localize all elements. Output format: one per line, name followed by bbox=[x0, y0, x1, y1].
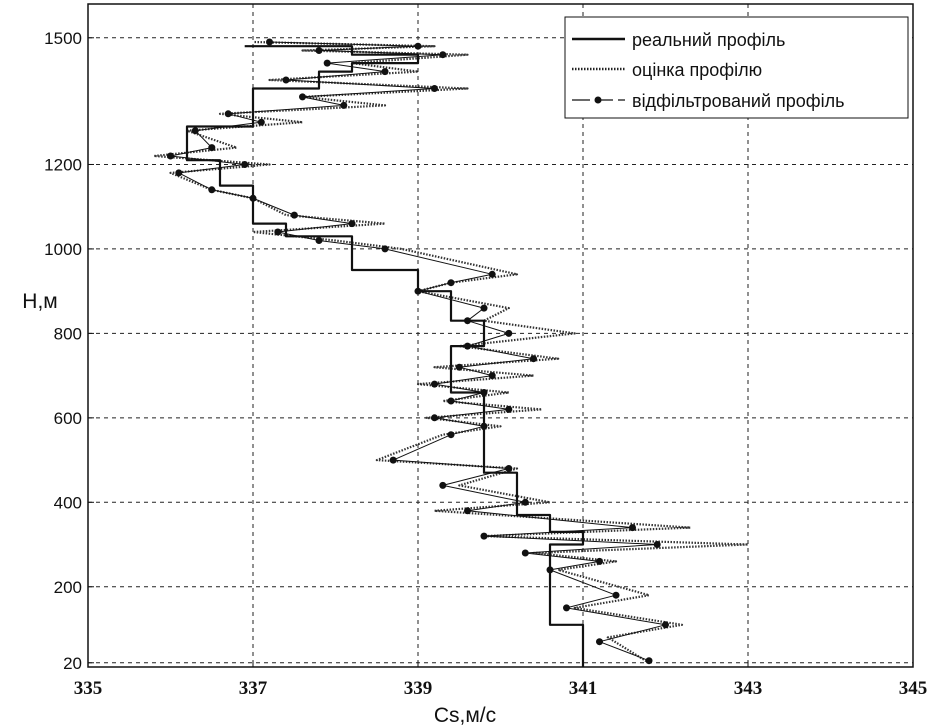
x-tick-label: 345 bbox=[899, 678, 928, 699]
series-filtered-point bbox=[381, 68, 389, 76]
series-filtered-point bbox=[431, 85, 438, 92]
series-filtered-point bbox=[447, 397, 455, 405]
series-filtered-point bbox=[208, 186, 216, 194]
series-filtered-point bbox=[315, 237, 323, 244]
series-filtered-point bbox=[645, 657, 653, 665]
series-filtered-point bbox=[505, 329, 513, 337]
legend-box bbox=[564, 16, 909, 119]
series-filtered-point bbox=[431, 380, 438, 388]
series-filtered-point bbox=[290, 211, 298, 219]
series-filtered-point bbox=[505, 465, 513, 472]
series-filtered-point bbox=[274, 228, 282, 236]
series-filtered-point bbox=[224, 110, 232, 118]
y-axis-label: Н,м bbox=[22, 290, 57, 313]
x-tick-label: 343 bbox=[734, 678, 763, 699]
series-filtered-point bbox=[348, 220, 356, 228]
series-filtered-point bbox=[505, 405, 513, 413]
y-tick-label: 1200 bbox=[44, 155, 82, 174]
series-filtered-point bbox=[241, 161, 249, 168]
legend-label-estimate: оцінка профілю bbox=[632, 60, 762, 80]
series-filtered-point bbox=[662, 621, 669, 629]
series-filtered-point bbox=[596, 557, 603, 565]
series-filtered-point bbox=[455, 363, 463, 371]
y-tick-label: 1000 bbox=[44, 240, 82, 259]
series-filtered-point bbox=[480, 532, 488, 540]
series-layer bbox=[152, 38, 750, 667]
y-tick-label: 200 bbox=[54, 578, 82, 597]
series-filtered-point bbox=[464, 507, 471, 515]
x-tick-label: 335 bbox=[74, 678, 103, 699]
series-filtered-point bbox=[257, 118, 265, 126]
series-filtered-point bbox=[439, 481, 447, 489]
x-axis-label: Cs,м/с bbox=[434, 704, 496, 727]
series-filtered-point bbox=[175, 169, 183, 177]
legend-label-filtered: відфільтрований профіль bbox=[632, 91, 845, 111]
series-real-line bbox=[185, 45, 585, 667]
series-filtered-point bbox=[389, 456, 397, 464]
y-tick-label: 800 bbox=[54, 324, 82, 343]
legend: реальний профіль оцінка профілю відфільт… bbox=[564, 16, 909, 119]
series-filtered-point bbox=[447, 279, 455, 287]
series-filtered-point bbox=[480, 304, 488, 312]
series-filtered-point bbox=[315, 47, 323, 54]
tick-labels: 335 337 339 341 343 345 20 200 400 600 800 1000 1200… bbox=[44, 29, 927, 699]
series-filtered-point bbox=[612, 591, 620, 599]
series-filtered-point bbox=[167, 152, 174, 160]
series-filtered-point bbox=[488, 372, 496, 380]
series-filtered-point bbox=[521, 498, 529, 506]
series-filtered-point bbox=[191, 127, 199, 135]
series-filtered-point bbox=[563, 604, 570, 612]
series-filtered-point bbox=[447, 431, 455, 439]
series-filtered-point bbox=[653, 541, 661, 548]
series-filtered-point bbox=[266, 38, 273, 46]
y-tick-label: 400 bbox=[54, 493, 82, 512]
series-filtered-point bbox=[439, 51, 447, 59]
series-filtered-point bbox=[208, 144, 216, 152]
x-tick-label: 339 bbox=[404, 678, 433, 699]
series-filtered-point bbox=[414, 42, 422, 50]
series-filtered-point bbox=[381, 245, 389, 253]
y-tick-label: 20 bbox=[63, 654, 82, 673]
y-tick-label: 1500 bbox=[44, 29, 82, 48]
series-filtered-point bbox=[488, 270, 496, 278]
x-tick-label: 337 bbox=[239, 678, 268, 699]
legend-marker-filtered bbox=[594, 96, 602, 104]
series-filtered-point bbox=[282, 76, 290, 84]
series-filtered-point bbox=[340, 101, 348, 109]
series-filtered-point bbox=[629, 524, 636, 532]
series-filtered-point bbox=[431, 414, 438, 422]
series-filtered-point bbox=[323, 59, 331, 67]
series-filtered-point bbox=[596, 638, 603, 646]
x-tick-label: 341 bbox=[569, 678, 598, 699]
legend-label-real: реальний профіль bbox=[632, 30, 785, 50]
grid bbox=[88, 4, 913, 667]
plot-frame bbox=[87, 3, 914, 668]
series-filtered-point bbox=[530, 355, 537, 363]
y-tick-label: 600 bbox=[54, 409, 82, 428]
series-filtered-point bbox=[521, 549, 529, 557]
series-filtered-point bbox=[299, 93, 306, 101]
